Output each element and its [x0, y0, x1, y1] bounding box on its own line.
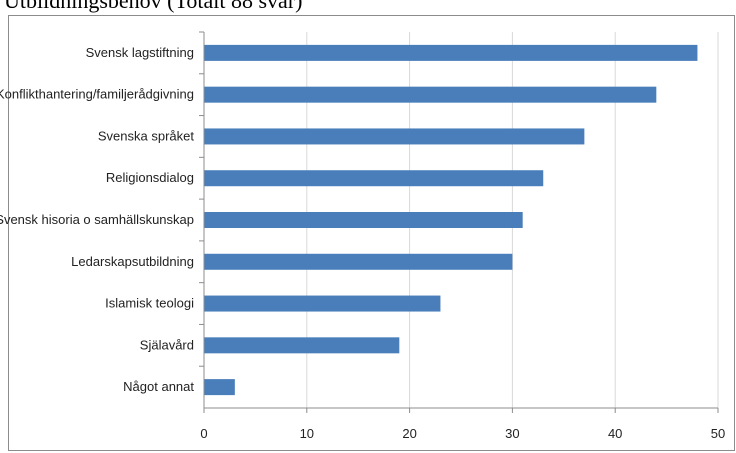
category-label: Något annat: [123, 379, 194, 394]
chart-title: Utbildningsbehov (Totalt 88 svar): [4, 0, 303, 13]
category-label: Svenska språket: [98, 128, 194, 143]
bar: [204, 86, 657, 103]
category-label: Religionsdialog: [106, 170, 194, 185]
category-label: Svensk lagstiftning: [86, 45, 194, 60]
x-tick-label: 50: [711, 426, 725, 441]
bar: [204, 295, 441, 312]
bar: [204, 170, 544, 187]
x-tick-label: 40: [608, 426, 622, 441]
bar: [204, 128, 585, 145]
axes: [199, 31, 719, 413]
category-labels: Svensk lagstiftning Konflikthantering/fam…: [0, 45, 194, 394]
category-label: Svensk hisoria o samhällskunskap: [0, 212, 194, 227]
bar: [204, 44, 698, 61]
category-label: Konflikthantering/familjerådgivning: [0, 87, 194, 102]
x-tick-label: 20: [402, 426, 416, 441]
x-tick-label: 0: [200, 426, 207, 441]
category-label: Själavård: [140, 337, 194, 352]
category-label: Islamisk teologi: [105, 296, 194, 311]
bar: [204, 212, 523, 228]
category-label: Ledarskapsutbildning: [71, 254, 194, 269]
bar: [204, 253, 513, 270]
bars: [204, 44, 698, 396]
bar: [204, 379, 235, 396]
x-tick-label: 10: [300, 426, 314, 441]
bar: [204, 337, 400, 354]
tick-labels: 0 10 20 30 40 50: [200, 426, 725, 441]
x-tick-label: 30: [505, 426, 519, 441]
